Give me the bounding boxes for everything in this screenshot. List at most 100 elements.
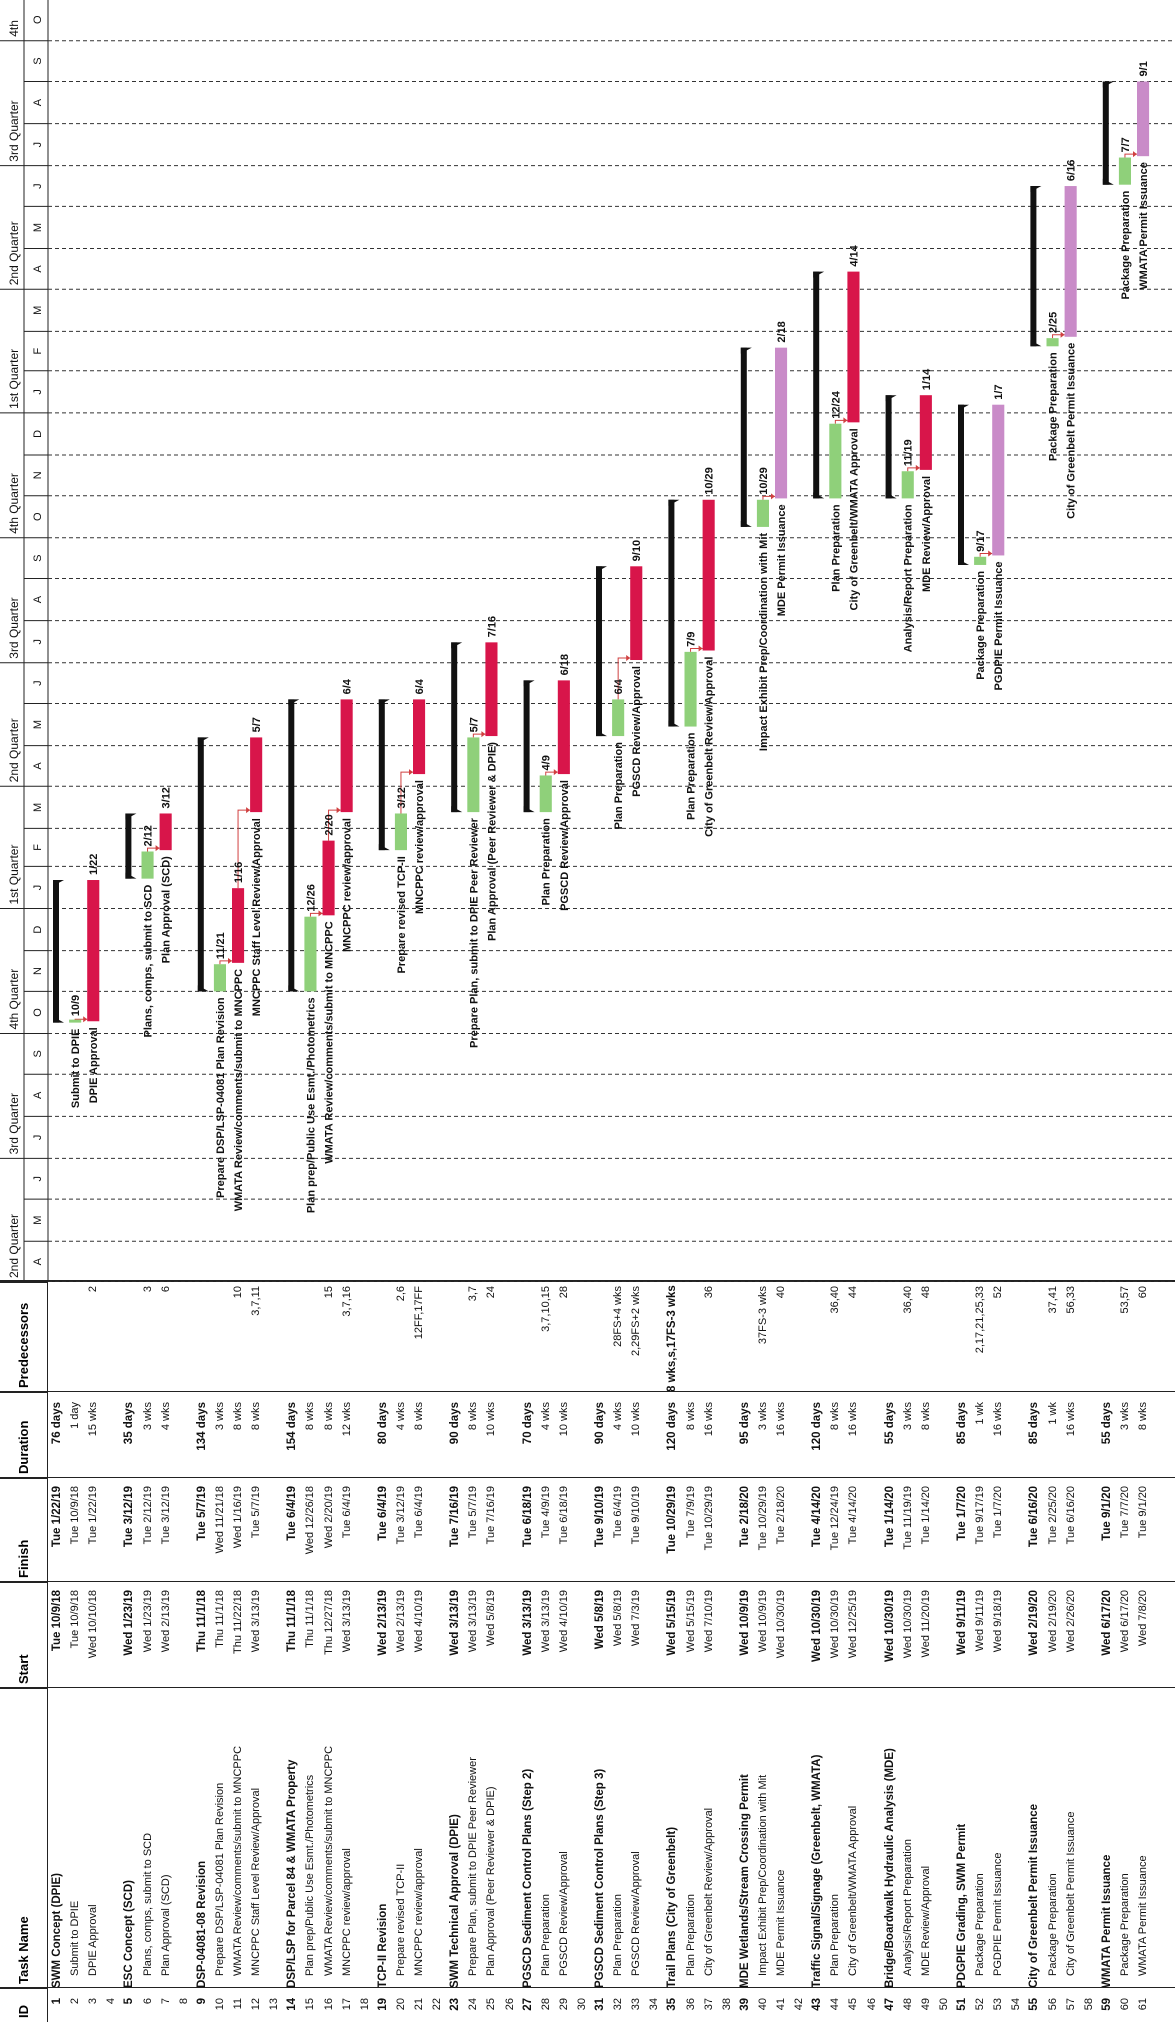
task-bar-label: MDE Review/Approval: [921, 476, 933, 592]
task-bar-label: WMATA Review/comments/submit to MNCPPC: [233, 969, 245, 1211]
task-row[interactable]: 29 PGSCD Review/Approval Wed 4/10/19 Tue 6/…: [555, 1282, 573, 2022]
task-row[interactable]: 56 Package Preparation Wed 2/19/20 Tue 2/25…: [1044, 1282, 1062, 2022]
task-start: Wed 10/30/19: [775, 1590, 787, 1659]
task-row[interactable]: 53 PGDPIE Permit Issuance Wed 9/18/19 Tue 1…: [989, 1282, 1007, 2022]
task-row[interactable]: 41 MDE Permit Issuance Wed 10/30/19 Tue 2/1…: [772, 1282, 790, 2022]
task-row[interactable]: 37 City of Greenbelt Review/Approval Wed 7…: [700, 1282, 718, 2022]
task-name: Trail Plans (City of Greenbelt): [666, 1826, 679, 1988]
task-row[interactable]: 43 Traffic Signal/Signage (Greenbelt, WMA…: [808, 1282, 826, 2022]
task-duration: 70 days: [521, 1402, 534, 1445]
task-row[interactable]: 44 Plan Preparation Wed 10/30/19 Tue 12/24/…: [826, 1282, 844, 2022]
task-row[interactable]: 54: [1007, 1282, 1025, 2022]
task-duration: 55 days: [1100, 1402, 1113, 1445]
task-start: Wed 10/30/19: [901, 1590, 914, 1659]
header-finish[interactable]: Finish: [0, 1478, 48, 1582]
task-row[interactable]: 49 MDE Review/Approval Wed 11/20/19 Tue 1/1…: [917, 1282, 935, 2022]
task-row[interactable]: 35 Trail Plans (City of Greenbelt) Wed 5/1…: [663, 1282, 681, 2022]
task-finish: Tue 11/19/19: [901, 1486, 914, 1550]
task-row[interactable]: 7 Plan Approval (SCD) Wed 2/13/19 Tue 3/12/…: [157, 1282, 175, 2022]
task-row[interactable]: 21 MNCPPC review/approval Wed 4/10/19 Tue 6…: [410, 1282, 428, 2022]
task-row[interactable]: 34: [645, 1282, 663, 2022]
task-row[interactable]: 36 Plan Preparation Wed 5/15/19 Tue 7/9/19 8…: [682, 1282, 700, 2022]
task-row[interactable]: 42: [790, 1282, 808, 2022]
task-bar: [539, 775, 552, 813]
task-row[interactable]: 19 TCP-II Revision Wed 2/13/19 Tue 6/4/19 80…: [374, 1282, 392, 2022]
task-row[interactable]: 30: [573, 1282, 591, 2022]
task-finish-label: 12/26: [305, 884, 317, 912]
task-finish-label: 7/7: [1120, 137, 1132, 152]
task-row[interactable]: 40 Impact Exhibit Prep/Coordination with …: [754, 1282, 772, 2022]
task-bar-label: Plan prep/Public Use Esmt./Photometrics: [305, 997, 317, 1213]
header-start[interactable]: Start: [0, 1582, 48, 1688]
task-start: Wed 9/18/19: [992, 1590, 1005, 1653]
task-row[interactable]: 23 SWM Technical Approval (DPIE) Wed 3/13/…: [446, 1282, 464, 2022]
month-label: A: [32, 595, 44, 603]
task-finish-label: 6/4: [613, 678, 625, 694]
task-finish: [645, 1482, 663, 1582]
task-finish-label: 10/29: [704, 467, 716, 495]
task-bar-label: City of Greenbelt/WMATA Approval: [848, 428, 860, 610]
dependency-link: [309, 912, 323, 917]
task-row[interactable]: 28 Plan Preparation Wed 3/13/19 Tue 4/9/19 4…: [537, 1282, 555, 2022]
task-row[interactable]: 5 ESC Concept (SCD) Wed 1/23/19 Tue 3/12/19…: [120, 1282, 138, 2022]
task-row[interactable]: 52 Package Preparation Wed 9/11/19 Tue 9/17…: [971, 1282, 989, 2022]
task-row[interactable]: 25 Plan Approval (Peer Reviewer & DPIE) We…: [482, 1282, 500, 2022]
task-row[interactable]: 12 MNCPPC Staff Level Review/Approval Wed …: [247, 1282, 265, 2022]
task-row[interactable]: 4: [102, 1282, 120, 2022]
task-row[interactable]: 15 Plan prep/Public Use Esmt./Photometric…: [301, 1282, 319, 2022]
task-row[interactable]: 2 Submit to DPIE Tue 10/9/18 Tue 10/9/18 1 d…: [66, 1282, 84, 2022]
task-row[interactable]: 60 Package Preparation Wed 6/17/20 Tue 7/7/…: [1116, 1282, 1134, 2022]
task-row[interactable]: 46: [863, 1282, 881, 2022]
task-row[interactable]: 38: [718, 1282, 736, 2022]
task-row[interactable]: 58: [1080, 1282, 1098, 2022]
task-row[interactable]: 6 Plans, comps, submit to SCD Wed 1/23/19 T…: [139, 1282, 157, 2022]
task-row[interactable]: 8: [175, 1282, 193, 2022]
task-row[interactable]: 18: [356, 1282, 374, 2022]
quarter-label: 4th Quarter: [7, 969, 21, 1030]
task-row[interactable]: 61 WMATA Permit Issuance Wed 7/8/20 Tue 9/1…: [1134, 1282, 1152, 2022]
task-row[interactable]: 9 DSP-04081-08 Revision Thu 11/1/18 Tue 5/7…: [193, 1282, 211, 2022]
month-label: J: [32, 389, 44, 395]
task-id: 23: [449, 1998, 462, 2011]
task-row[interactable]: 10 Prepare DSP/LSP-04081 Plan Revision Thu…: [211, 1282, 229, 2022]
task-finish-label: 1/16: [233, 862, 245, 883]
task-row[interactable]: 1 SWM Concept (DPIE) Tue 10/9/18 Tue 1/22/1…: [48, 1282, 66, 2022]
task-start: [501, 1586, 519, 1688]
task-row[interactable]: 45 City of Greenbelt/WMATA Approval Wed 12…: [844, 1282, 862, 2022]
task-id: 9: [195, 1998, 208, 2005]
task-row[interactable]: 51 PDGPIE Grading, SWM Permit Wed 9/11/19 T…: [953, 1282, 971, 2022]
header-task-name[interactable]: Task Name: [0, 1688, 48, 1988]
summary-cap-start: [1030, 340, 1042, 347]
task-row[interactable]: 57 City of Greenbelt Permit Issuance Wed 2…: [1062, 1282, 1080, 2022]
header-id[interactable]: ID: [0, 1988, 48, 2022]
task-row[interactable]: 22: [428, 1282, 446, 2022]
task-start: [573, 1586, 591, 1688]
task-id: 15: [304, 1998, 317, 2011]
task-row[interactable]: 50: [935, 1282, 953, 2022]
header-duration[interactable]: Duration: [0, 1392, 48, 1478]
task-row[interactable]: 47 Bridge/Boardwalk Hydraulic Analysis (M…: [881, 1282, 899, 2022]
task-row[interactable]: 26: [501, 1282, 519, 2022]
task-id: 14: [286, 1998, 299, 2011]
task-row[interactable]: 16 WMATA Review/comments/submit to MNCPPC…: [320, 1282, 338, 2022]
task-row[interactable]: 3 DPIE Approval Wed 10/10/18 Tue 1/22/19 15 …: [84, 1282, 102, 2022]
task-finish: [265, 1482, 283, 1582]
task-row[interactable]: 11 WMATA Review/comments/submit to MNCPPC…: [229, 1282, 247, 2022]
header-predecessors[interactable]: Predecessors: [0, 1282, 48, 1392]
task-row[interactable]: 55 City of Greenbelt Permit Issuance Wed 2…: [1025, 1282, 1043, 2022]
task-row[interactable]: 32 Plan Preparation Wed 5/8/19 Tue 6/4/19 4 …: [609, 1282, 627, 2022]
month-label: M: [32, 223, 44, 232]
task-row[interactable]: 39 MDE Wetlands/Stream Crossing Permit Wed…: [736, 1282, 754, 2022]
task-row[interactable]: 24 Prepare Plan, submit to DPIE Peer Revi…: [464, 1282, 482, 2022]
task-row[interactable]: 14 DSP/LSP for Parcel 84 & WMATA Property…: [283, 1282, 301, 2022]
task-row[interactable]: 27 PGSCD Sediment Control Plans (Step 2) W…: [519, 1282, 537, 2022]
task-row[interactable]: 48 Analysis/Report Preparation Wed 10/30/1…: [899, 1282, 917, 2022]
task-row[interactable]: 20 Prepare revised TCP-II Wed 2/13/19 Tue 3…: [392, 1282, 410, 2022]
task-row[interactable]: 59 WMATA Permit Issuance Wed 6/17/20 Tue 9/…: [1098, 1282, 1116, 2022]
task-predecessors: [953, 1282, 971, 1392]
task-row[interactable]: 33 PGSCD Review/Approval Wed 7/3/19 Tue 9/1…: [627, 1282, 645, 2022]
summary-bar: [885, 395, 892, 499]
task-row[interactable]: 31 PGSCD Sediment Control Plans (Step 3) W…: [591, 1282, 609, 2022]
task-row[interactable]: 17 MNCPPC review/approval Wed 3/13/19 Tue 6…: [338, 1282, 356, 2022]
task-row[interactable]: 13: [265, 1282, 283, 2022]
